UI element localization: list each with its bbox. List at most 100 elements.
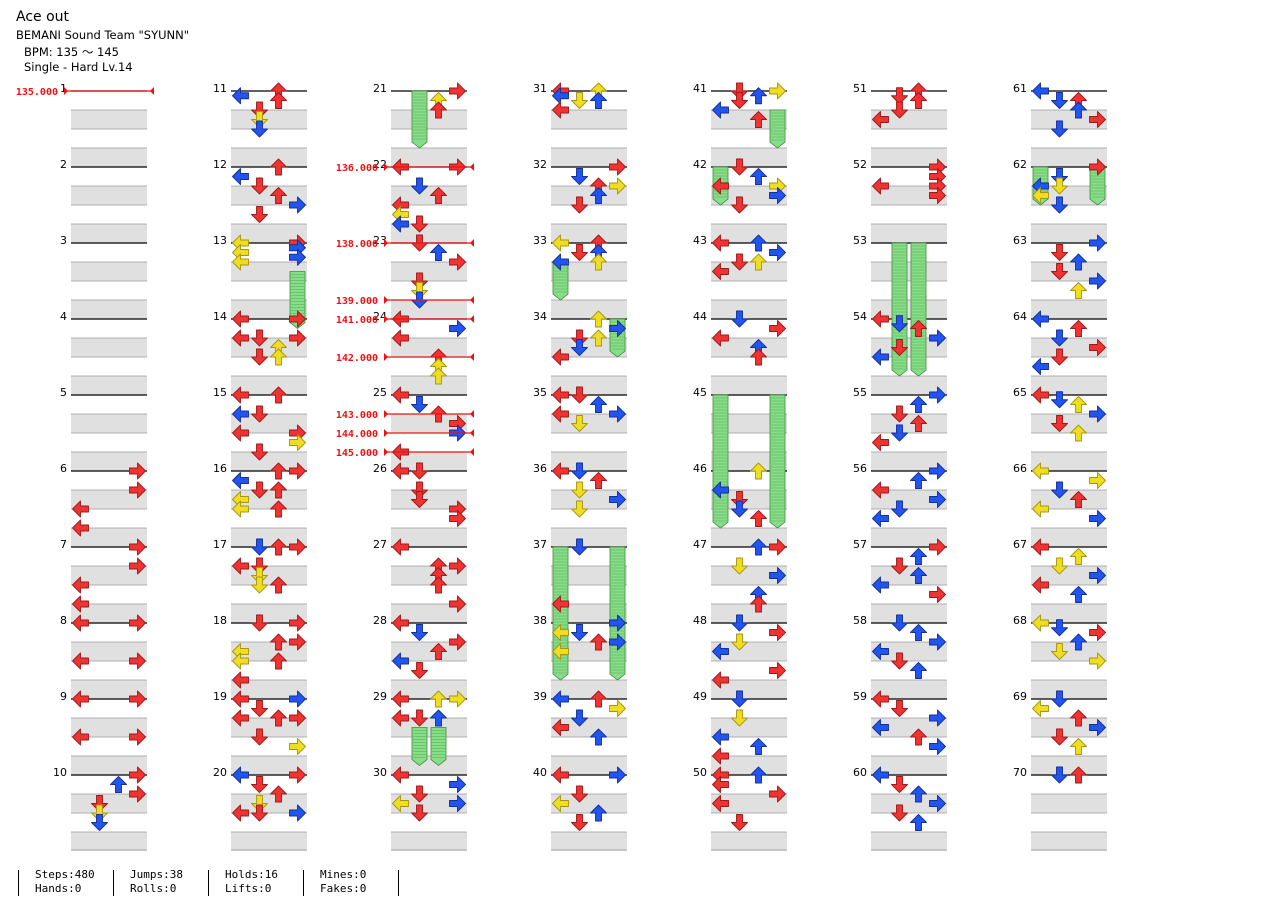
arrow-up — [590, 396, 607, 413]
measure-number: 55 — [853, 386, 867, 399]
arrow-up — [1070, 766, 1087, 784]
measure-number: 53 — [853, 234, 867, 247]
beat-shade — [391, 148, 467, 167]
beat-shade — [551, 376, 627, 395]
beat-shade — [231, 832, 307, 851]
beat-shade — [551, 262, 627, 281]
arrow-right — [769, 244, 786, 261]
arrow-down — [411, 396, 428, 413]
arrow-left — [712, 101, 729, 119]
arrow-right — [929, 491, 946, 508]
arrow-up — [750, 234, 767, 252]
beat-shade — [1031, 186, 1107, 205]
arrow-up — [910, 548, 927, 565]
arrow-up — [270, 633, 287, 651]
beat-shade — [711, 718, 787, 737]
beat-shade — [231, 756, 307, 775]
arrow-up — [750, 510, 767, 527]
beat-shade — [1031, 642, 1107, 661]
arrow-right — [1089, 111, 1106, 128]
arrow-right — [929, 386, 946, 404]
arrow-down — [731, 196, 748, 214]
arrow-left — [552, 253, 569, 271]
arrow-down — [571, 168, 588, 185]
stats-separator — [113, 870, 114, 896]
arrow-right — [609, 700, 626, 717]
beat-shade — [391, 832, 467, 851]
bpm-label: 139.000 — [336, 296, 378, 307]
arrow-down — [411, 804, 428, 822]
beat-shade — [391, 718, 467, 737]
arrow-down — [891, 101, 908, 119]
arrow-up — [750, 348, 767, 366]
measure-number: 11 — [213, 82, 227, 95]
measure-number: 2 — [60, 158, 67, 171]
arrow-down — [891, 776, 908, 793]
arrow-left — [392, 215, 409, 233]
measure-number: 60 — [853, 766, 867, 779]
arrow-down — [251, 348, 268, 366]
arrow-up — [430, 576, 447, 594]
arrow-up — [1070, 548, 1087, 565]
arrow-up — [430, 244, 447, 261]
bpm-label: 136.000 — [336, 163, 378, 174]
arrow-up — [910, 567, 927, 584]
beat-shade — [871, 452, 947, 471]
arrow-up — [910, 472, 927, 489]
arrow-left — [392, 690, 409, 708]
arrow-down — [571, 196, 588, 214]
beat-shade — [231, 718, 307, 737]
arrow-right — [289, 709, 306, 727]
arrow-down — [731, 633, 748, 651]
arrow-right — [769, 82, 786, 100]
bpm-marker — [384, 163, 388, 171]
beat-shade — [551, 300, 627, 319]
arrow-right — [1089, 234, 1106, 252]
arrow-down — [251, 111, 268, 128]
measure-number: 35 — [533, 386, 547, 399]
arrow-up — [430, 101, 447, 119]
measure-number: 37 — [533, 538, 547, 551]
arrow-down — [571, 244, 588, 261]
arrow-left — [392, 386, 409, 404]
bpm-marker — [64, 87, 68, 95]
arrow-up — [590, 472, 607, 489]
song-title: Ace out — [16, 9, 70, 25]
arrow-down — [891, 315, 908, 333]
arrow-left — [72, 500, 89, 518]
measure-number: 44 — [693, 310, 707, 323]
arrow-left — [392, 766, 409, 784]
beat-shade — [71, 262, 147, 281]
arrow-left — [72, 690, 89, 708]
arrow-down — [411, 215, 428, 233]
arrow-left — [712, 643, 729, 660]
measure-number: 51 — [853, 82, 867, 95]
arrow-right — [929, 586, 946, 603]
arrow-left — [232, 405, 249, 423]
measure-number: 67 — [1013, 538, 1027, 551]
arrow-left — [232, 310, 249, 328]
bpm-label: 142.000 — [336, 353, 378, 364]
measure-number: 54 — [853, 310, 867, 323]
arrow-left — [872, 481, 889, 499]
beat-shade — [711, 756, 787, 775]
measure-number: 64 — [1013, 310, 1027, 323]
measure-numbers: 1234567891011121314151617181920212223242… — [53, 82, 1027, 779]
measure-number: 70 — [1013, 766, 1027, 779]
arrow-up — [910, 415, 927, 432]
arrow-right — [129, 557, 146, 575]
measure-number: 19 — [213, 690, 227, 703]
arrow-right — [129, 462, 146, 480]
beat-shade — [551, 338, 627, 357]
beat-shade — [1031, 680, 1107, 699]
measure-number: 66 — [1013, 462, 1027, 475]
beat-shade — [711, 338, 787, 357]
beat-shade — [871, 414, 947, 433]
arrow-right — [1089, 472, 1106, 489]
arrow-down — [571, 329, 588, 347]
arrow-left — [872, 643, 889, 660]
beat-shade — [551, 566, 627, 585]
measure-number: 16 — [213, 462, 227, 475]
arrow-down — [1051, 263, 1068, 280]
arrow-left — [712, 795, 729, 812]
